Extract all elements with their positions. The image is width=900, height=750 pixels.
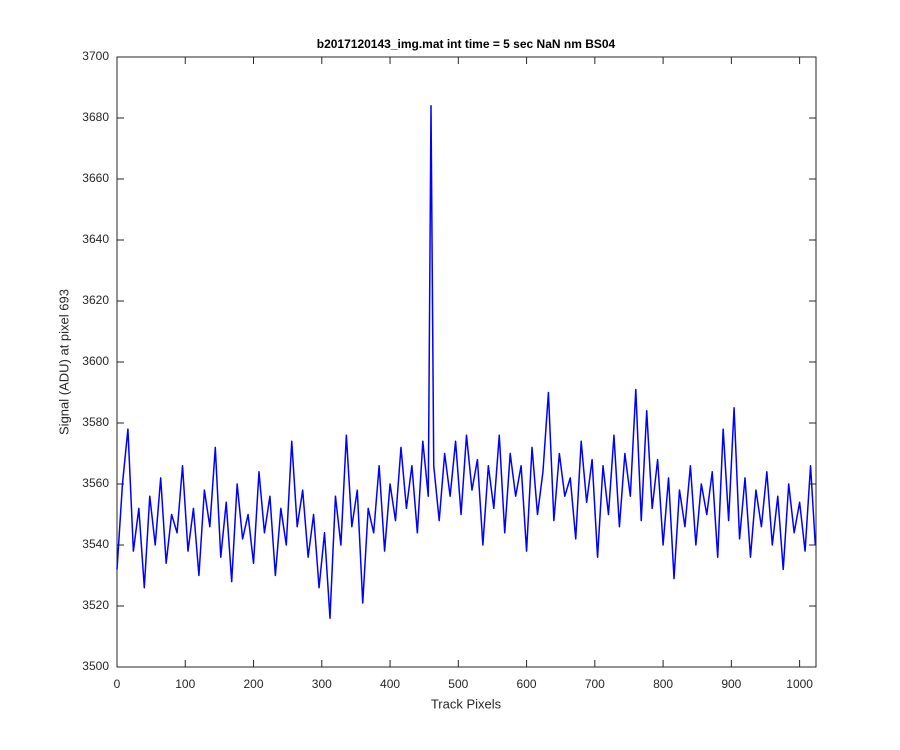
- x-tick-label: 0: [114, 677, 121, 691]
- chart-title: b2017120143_img.mat int time = 5 sec NaN…: [317, 37, 616, 51]
- x-tick-label: 400: [380, 677, 400, 691]
- y-tick-label: 3520: [82, 598, 109, 612]
- y-tick-label: 3580: [82, 415, 109, 429]
- x-tick-label: 1000: [786, 677, 813, 691]
- y-tick-label: 3560: [82, 476, 109, 490]
- y-tick-label: 3600: [82, 354, 109, 368]
- y-tick-label: 3540: [82, 537, 109, 551]
- y-tick-label: 3620: [82, 293, 109, 307]
- plot-box: [116, 56, 817, 668]
- x-tick-label: 200: [244, 677, 264, 691]
- y-axis-label: Signal (ADU) at pixel 693: [56, 289, 71, 435]
- x-tick-label: 300: [312, 677, 332, 691]
- x-axis-label: Track Pixels: [431, 696, 502, 711]
- y-tick-label: 3660: [82, 171, 109, 185]
- x-tick-label: 900: [721, 677, 741, 691]
- y-tick-label: 3500: [82, 659, 109, 673]
- y-tick-label: 3680: [82, 110, 109, 124]
- y-tick-label: 3700: [82, 49, 109, 63]
- x-tick-label: 500: [448, 677, 468, 691]
- x-tick-label: 700: [585, 677, 605, 691]
- x-tick-label: 800: [653, 677, 673, 691]
- data-line: [116, 105, 817, 619]
- x-tick-label: 600: [517, 677, 537, 691]
- x-tick-label: 100: [175, 677, 195, 691]
- y-tick-label: 3640: [82, 232, 109, 246]
